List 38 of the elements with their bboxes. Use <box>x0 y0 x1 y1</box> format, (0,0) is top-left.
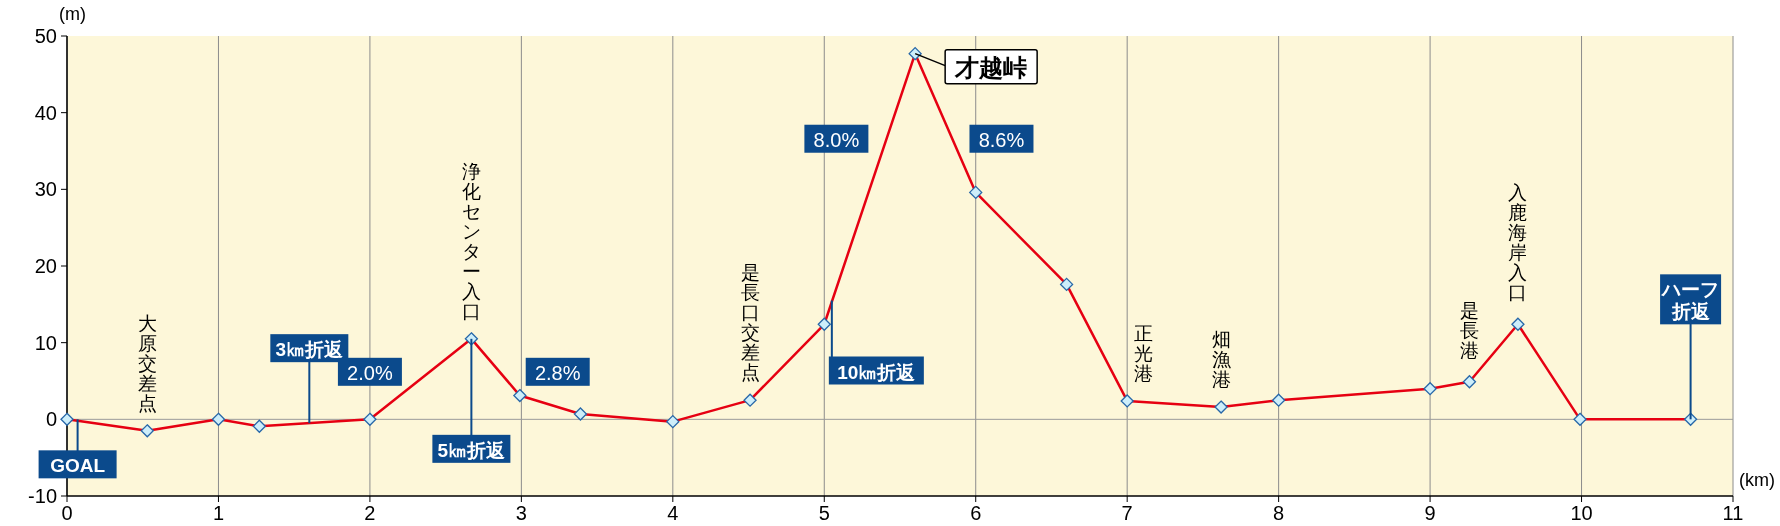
x-tick-label: 11 <box>1722 502 1744 524</box>
annotation: 入鹿海岸入口 <box>1508 182 1528 304</box>
x-tick-label: 7 <box>1121 502 1133 524</box>
x-tick-label: 6 <box>970 502 982 524</box>
annotation: 8.6% <box>978 128 1025 151</box>
x-tick-label: 4 <box>667 502 679 524</box>
annotation: 是長港 <box>1459 299 1479 361</box>
y-tick-label: 40 <box>34 101 57 124</box>
annotation: 3㎞折返 <box>275 339 345 361</box>
annotation: GOAL <box>50 455 106 477</box>
x-axis-title: (km) <box>1739 470 1775 490</box>
y-axis-title: (m) <box>59 4 86 24</box>
annotation: 畑漁港 <box>1211 329 1231 391</box>
annotation: 5㎞折返 <box>437 439 507 461</box>
x-tick-label: 9 <box>1424 502 1436 524</box>
annotation: 2.8% <box>534 361 581 384</box>
x-tick-label: 5 <box>818 502 830 524</box>
annotation: 浄化センター入口 <box>461 160 481 322</box>
x-tick-label: 8 <box>1273 502 1285 524</box>
annotation: 才越峠 <box>954 53 1028 81</box>
x-tick-label: 1 <box>212 502 225 524</box>
y-tick-label: 0 <box>45 408 57 431</box>
annotation: 8.0% <box>813 128 860 151</box>
annotation: ハーフ折返 <box>1660 279 1720 323</box>
y-tick-label: 20 <box>34 255 57 277</box>
annotation: 10㎞折返 <box>837 361 917 383</box>
x-tick-label: 10 <box>1570 502 1593 524</box>
x-tick-label: 3 <box>515 502 527 524</box>
y-tick-label: 30 <box>34 178 57 201</box>
y-tick-label: 50 <box>34 25 57 47</box>
y-tick-label: 10 <box>34 331 57 354</box>
y-tick-label: -10 <box>28 485 57 507</box>
annotation: 2.0% <box>347 361 393 384</box>
x-tick-label: 2 <box>364 502 376 524</box>
annotation: 正光港 <box>1133 322 1153 384</box>
annotation: 是長口交差点 <box>740 262 760 384</box>
annotation: 大原交差点 <box>137 312 157 414</box>
x-tick-label: 0 <box>61 502 73 524</box>
